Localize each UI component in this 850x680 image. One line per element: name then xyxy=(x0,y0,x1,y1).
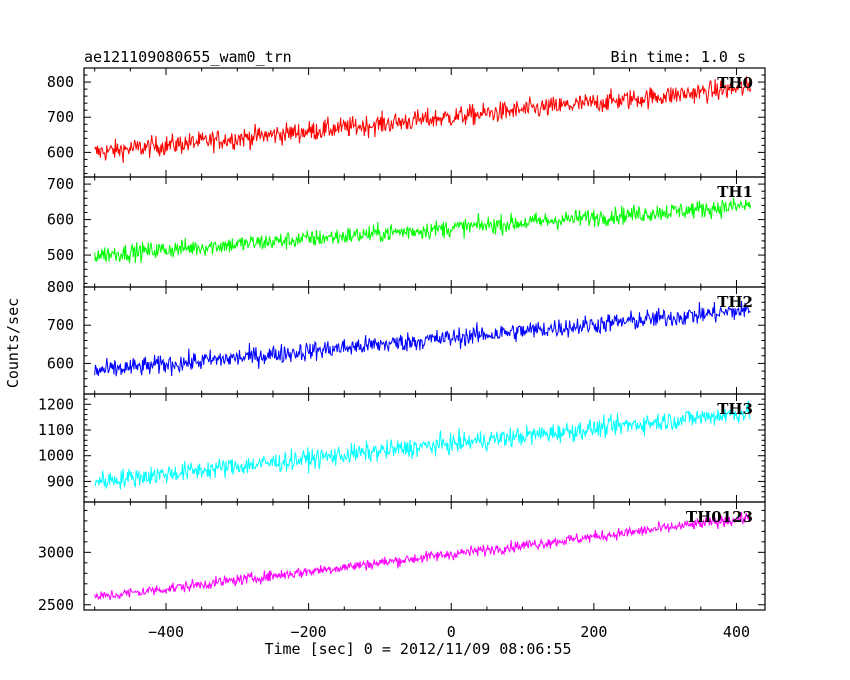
x-tick-label: 200 xyxy=(580,623,607,641)
panel-th0123: 2500 3000 TH0123 xyxy=(38,501,766,614)
x-axis-ticks: −400 −200 0 200 400 xyxy=(148,623,750,641)
y-tick-label: 700 xyxy=(47,108,74,126)
panel-frame xyxy=(83,67,766,178)
panel-label: TH0123 xyxy=(686,508,753,526)
y-tick-label: 500 xyxy=(47,246,74,264)
panel-frame xyxy=(83,501,766,611)
y-tick-label: 600 xyxy=(47,143,74,161)
series-line-th0 xyxy=(94,76,752,164)
series-line-th3 xyxy=(94,400,752,490)
panel-label: TH2 xyxy=(717,293,753,311)
x-tick-label: 400 xyxy=(723,623,750,641)
y-tick-label: 600 xyxy=(47,211,74,229)
y-tick-label: 2500 xyxy=(38,596,74,614)
y-tick-label: 1200 xyxy=(38,395,74,413)
y-tick-label: 700 xyxy=(47,316,74,334)
chart-title: ae121109080655_wam0_trn xyxy=(84,48,292,66)
panel-frame xyxy=(83,286,766,395)
bin-time-label: Bin time: 1.0 s xyxy=(611,48,746,66)
y-tick-label: 900 xyxy=(47,472,74,490)
panel-th2: 600 700 800 TH2 xyxy=(47,278,766,395)
panel-frame xyxy=(83,393,766,503)
panel-th1: 500 600 700 TH1 xyxy=(47,175,766,288)
panel-frame xyxy=(83,176,766,288)
panel-label: TH1 xyxy=(717,183,753,201)
panels-group: 600 700 800 TH0 500 600 700 TH1 600 700 800 TH2 900 1… xyxy=(38,67,766,614)
panel-label: TH3 xyxy=(717,400,753,418)
series-line-th2 xyxy=(94,300,751,377)
y-tick-label: 600 xyxy=(47,354,74,372)
series-line-th0123 xyxy=(94,511,751,601)
x-axis-title: Time [sec] 0 = 2012/11/09 08:06:55 xyxy=(264,640,571,658)
y-tick-label: 1100 xyxy=(38,421,74,439)
panel-th3: 900 1000 1100 1200 TH3 xyxy=(38,393,766,503)
y-tick-label: 700 xyxy=(47,175,74,193)
x-tick-label: −400 xyxy=(148,623,184,641)
y-tick-label: 3000 xyxy=(38,543,74,561)
x-tick-label: −200 xyxy=(291,623,327,641)
panel-label: TH0 xyxy=(717,74,753,92)
panel-th0: 600 700 800 TH0 xyxy=(47,67,766,178)
y-tick-label: 1000 xyxy=(38,447,74,465)
y-tick-label: 800 xyxy=(47,278,74,296)
y-tick-label: 800 xyxy=(47,73,74,91)
x-tick-label: 0 xyxy=(447,623,456,641)
series-line-th1 xyxy=(94,197,752,264)
y-axis-title: Counts/sec xyxy=(4,298,22,388)
